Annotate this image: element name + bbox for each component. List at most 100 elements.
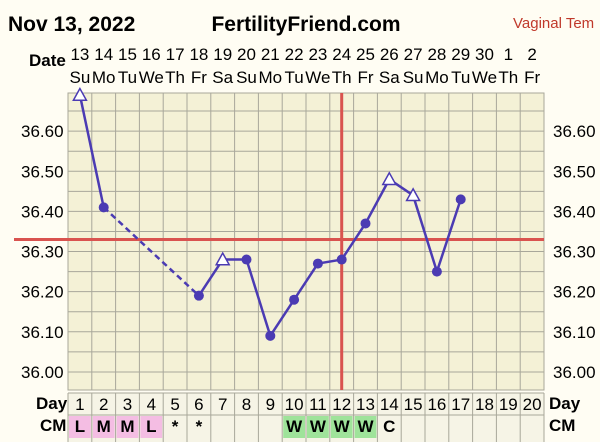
weekday-label: Mo — [258, 68, 282, 87]
y-tick-label-right: 36.00 — [553, 363, 596, 382]
cm-entry: * — [172, 417, 179, 436]
cycle-day-label: 1 — [75, 395, 84, 414]
weekday-label: Su — [236, 68, 257, 87]
temp-line-segment — [245, 259, 272, 337]
day-row-label: Day — [36, 394, 68, 413]
temp-point — [312, 258, 323, 269]
date-label: 2 — [527, 45, 536, 64]
y-tick-label-left: 36.60 — [21, 122, 64, 141]
temp-line-segment — [364, 178, 391, 225]
date-label: 17 — [166, 45, 185, 64]
weekday-label: Sa — [212, 68, 233, 87]
date-label: 26 — [380, 45, 399, 64]
cm-entry: W — [334, 417, 351, 436]
cycle-day-label: 2 — [99, 395, 108, 414]
date-label: 22 — [285, 45, 304, 64]
cm-cell-bg — [92, 416, 115, 438]
temp-point — [336, 254, 347, 265]
temp-point — [360, 218, 371, 229]
cycle-day-label: 19 — [499, 395, 518, 414]
weekday-label: Th — [332, 68, 352, 87]
temp-line-segment — [269, 299, 296, 337]
cycle-day-label: 6 — [194, 395, 203, 414]
date-label: 16 — [142, 45, 161, 64]
y-tick-label-left: 36.10 — [21, 323, 64, 342]
temp-point — [431, 266, 442, 277]
temp-point — [193, 290, 204, 301]
cycle-day-label: 14 — [380, 395, 399, 414]
date-label: 1 — [504, 45, 513, 64]
weekday-label: Mo — [92, 68, 116, 87]
temperature-mode[interactable]: Vaginal Tem — [513, 15, 594, 32]
date-label: 27 — [404, 45, 423, 64]
date-row-label: Date — [29, 51, 66, 70]
temp-line-segment — [340, 222, 367, 261]
y-tick-label-left: 36.30 — [21, 243, 64, 262]
cycle-day-label: 7 — [218, 395, 227, 414]
cm-entry: M — [120, 417, 134, 436]
y-tick-label-left: 36.40 — [21, 202, 64, 221]
date-label: 20 — [237, 45, 256, 64]
cm-entry: * — [196, 417, 203, 436]
cycle-day-label: 4 — [147, 395, 156, 414]
temp-point — [289, 294, 300, 305]
cm-cell-bg — [69, 416, 91, 438]
y-tick-label-right: 36.50 — [553, 162, 596, 181]
temp-point — [98, 202, 109, 213]
date-label: 29 — [451, 45, 470, 64]
y-tick-label-right: 36.20 — [553, 283, 596, 302]
y-tick-label-left: 36.00 — [21, 363, 64, 382]
weekday-label: Fr — [524, 68, 540, 87]
date-label: 19 — [213, 45, 232, 64]
date-label: 30 — [475, 45, 494, 64]
temp-point — [455, 194, 466, 205]
temp-point — [265, 330, 276, 341]
cm-cell-bg — [283, 416, 305, 438]
date-label: 14 — [94, 45, 113, 64]
cm-entry: C — [383, 417, 395, 436]
cycle-day-label: 9 — [266, 395, 275, 414]
cm-entry: M — [97, 417, 111, 436]
weekday-label: Sa — [379, 68, 400, 87]
cm-row-label: CM — [40, 416, 66, 435]
weekday-label: Mo — [425, 68, 449, 87]
weekday-label: Th — [498, 68, 518, 87]
cycle-day-label: 3 — [123, 395, 132, 414]
cm-cell-bg — [307, 416, 329, 438]
cm-cell-bg — [354, 416, 377, 438]
temp-line-segment-dashed — [102, 206, 200, 297]
weekday-label: Tu — [118, 68, 137, 87]
date-label: 28 — [427, 45, 446, 64]
cm-cell-bg — [116, 416, 139, 438]
cm-entry: L — [146, 417, 156, 436]
weekday-label: Su — [403, 68, 424, 87]
cycle-day-label: 5 — [170, 395, 179, 414]
cycle-day-label: 16 — [427, 395, 446, 414]
cycle-day-label: 13 — [356, 395, 375, 414]
temp-line-segment — [435, 198, 462, 272]
cm-cell-bg — [330, 416, 353, 438]
cycle-day-label: 20 — [523, 395, 542, 414]
weekday-label: Fr — [191, 68, 207, 87]
cycle-day-label: 8 — [242, 395, 251, 414]
date-label: 13 — [70, 45, 89, 64]
temp-point-open — [381, 171, 398, 186]
weekday-label: We — [472, 68, 497, 87]
date-label: 24 — [332, 45, 351, 64]
y-tick-label-right: 36.10 — [553, 323, 596, 342]
weekday-label: We — [139, 68, 164, 87]
date-label: 23 — [308, 45, 327, 64]
cycle-day-label: 18 — [475, 395, 494, 414]
site-name: FertilityFriend.com — [211, 13, 400, 36]
cycle-day-label: 10 — [285, 395, 304, 414]
y-tick-label-left: 36.50 — [21, 162, 64, 181]
y-tick-label-left: 36.20 — [21, 283, 64, 302]
temp-line-segment — [411, 194, 439, 272]
cm-entry: W — [286, 417, 303, 436]
cycle-day-label: 15 — [404, 395, 423, 414]
weekday-label: We — [305, 68, 330, 87]
chart-date-header: Nov 13, 2022 — [8, 13, 135, 36]
cycle-day-label: 11 — [309, 395, 327, 414]
plot-border — [67, 92, 545, 391]
cm-cell-bg — [140, 416, 163, 438]
